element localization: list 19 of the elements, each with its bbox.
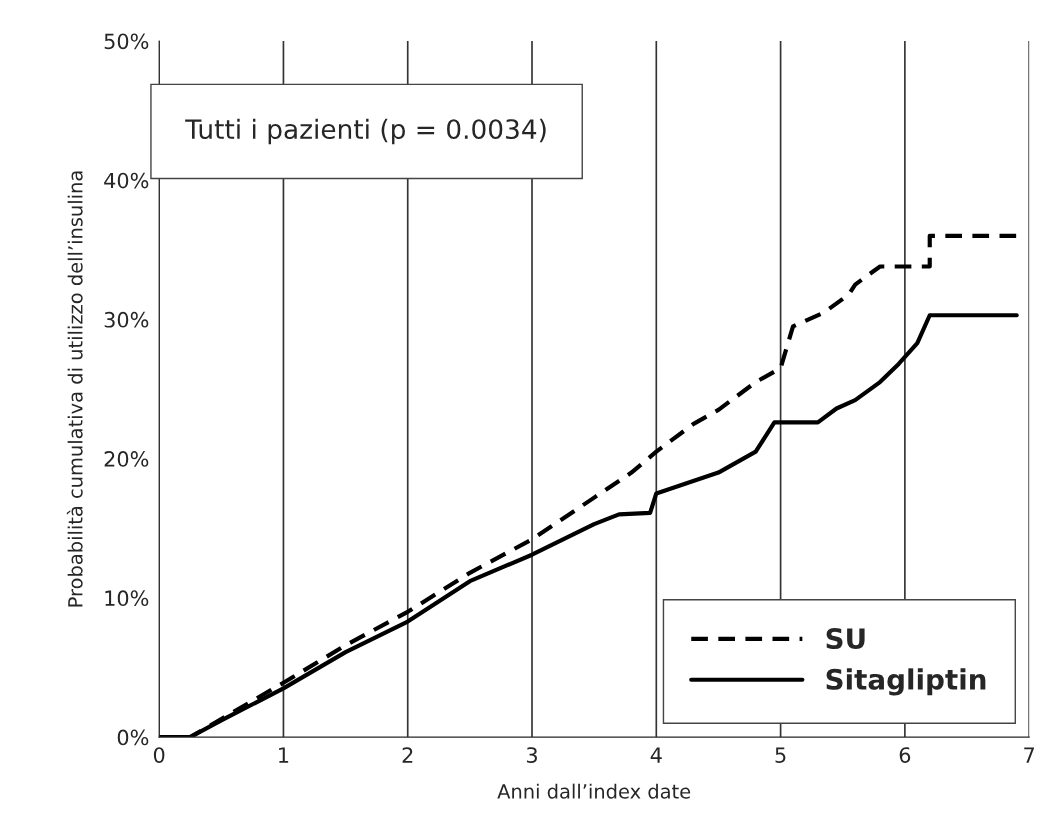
legend-label: SU bbox=[826, 628, 865, 650]
y-tick-label: 50% bbox=[104, 33, 149, 50]
annotation: Tutti i pazienti (p = 0.0034) bbox=[185, 118, 546, 145]
x-tick-label: 4 bbox=[650, 747, 662, 763]
x-tick-label: 7 bbox=[1024, 747, 1035, 763]
y-tick-label: 30% bbox=[104, 311, 149, 328]
x-tick-label: 0 bbox=[153, 747, 165, 763]
legend-label: Sitagliptin bbox=[826, 668, 986, 696]
x-tick-label: 2 bbox=[402, 747, 413, 763]
x-tick-label: 1 bbox=[279, 747, 289, 763]
x-tick-label: 6 bbox=[899, 747, 911, 763]
y-tick-label: 20% bbox=[104, 451, 149, 467]
x-tick-label: 3 bbox=[526, 747, 537, 763]
y-tick-label: 0% bbox=[117, 729, 149, 746]
x-tick-label: 5 bbox=[775, 747, 786, 763]
x-axis-title: Anni dall’index date bbox=[497, 783, 691, 799]
y-tick-label: 10% bbox=[105, 590, 149, 607]
y-tick-label: 40% bbox=[104, 172, 149, 189]
y-axis-title: Probabilità cumulativa di utilizzo dell’insulina bbox=[66, 171, 83, 607]
